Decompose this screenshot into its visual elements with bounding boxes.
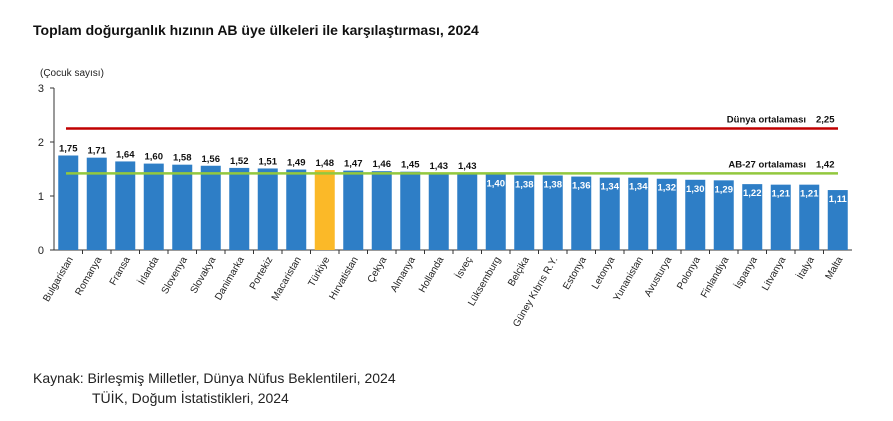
bar-19: [599, 177, 620, 250]
value-label: 1,51: [259, 156, 278, 167]
bar-16: [514, 175, 535, 250]
value-label: 1,48: [316, 158, 335, 169]
value-label: 1,75: [59, 144, 78, 155]
category-label: Macaristan: [270, 255, 304, 303]
bar-12: [400, 171, 421, 250]
bar-20: [628, 177, 649, 250]
bar-25: [770, 184, 791, 250]
bar-7: [257, 168, 278, 250]
y-tick-label: 2: [38, 137, 44, 149]
bar-10: [343, 170, 364, 250]
category-label: Almanya: [389, 255, 418, 295]
value-label: 1,47: [344, 159, 363, 170]
value-label: 1,58: [173, 153, 192, 164]
bar-1: [86, 157, 107, 250]
reference-line-value: 1,42: [816, 159, 835, 170]
category-label: İsveç: [452, 254, 475, 281]
category-label: Romanya: [73, 255, 104, 298]
category-label: Avusturya: [643, 255, 675, 299]
y-axis-title: (Çocuk sayısı): [40, 68, 104, 79]
category-label: Slovenya: [160, 255, 190, 297]
value-label: 1,21: [772, 189, 791, 200]
value-label: 1,36: [572, 181, 591, 192]
bars-layer: [58, 155, 848, 250]
bar-21: [656, 178, 677, 250]
category-label: İspanya: [731, 254, 760, 291]
reference-lines-layer: Dünya ortalaması 2,25 AB-27 ortalaması 1,42: [66, 115, 838, 175]
bar-6: [229, 167, 250, 250]
category-label: Portekiz: [248, 255, 276, 292]
source-line-2: TÜİK, Doğum İstatistikleri, 2024: [92, 390, 289, 406]
bar-5: [200, 165, 221, 250]
y-tick-label: 3: [38, 83, 44, 95]
value-label: 1,30: [686, 184, 705, 195]
category-label: Finlandiya: [699, 255, 732, 300]
category-label: Litvanya: [760, 255, 788, 293]
value-label: 1,32: [658, 183, 677, 194]
bar-23: [713, 180, 734, 250]
category-label: Letonya: [590, 255, 618, 292]
category-label: Estonya: [561, 255, 589, 292]
value-label: 1,49: [287, 158, 306, 169]
value-label: 1,52: [230, 156, 249, 167]
value-label: 1,21: [800, 189, 819, 200]
value-label: 1,38: [515, 179, 534, 190]
category-label: Malta: [824, 255, 846, 282]
value-label: 1,38: [544, 179, 563, 190]
bar-26: [799, 184, 820, 250]
bar-17: [542, 175, 563, 250]
value-label: 1,40: [487, 178, 506, 189]
value-label: 1,43: [458, 161, 477, 172]
value-label: 1,29: [715, 184, 734, 195]
category-label: Polonya: [675, 255, 703, 292]
category-label: İrlanda: [135, 254, 162, 287]
bar-0: [58, 155, 79, 250]
value-label: 1,34: [629, 182, 648, 193]
reference-line-label: Dünya ortalaması: [727, 115, 806, 126]
source-line-1: Birleşmiş Milletler, Dünya Nüfus Beklent…: [87, 370, 396, 386]
bar-2: [115, 161, 136, 250]
reference-line-value: 2,25: [816, 115, 835, 126]
value-label: 1,64: [116, 149, 135, 160]
category-label: Yunanistan: [612, 255, 646, 303]
category-label: Danimarka: [213, 255, 247, 303]
bar-15: [485, 174, 506, 250]
category-label: Hırvatistan: [327, 255, 360, 302]
bar-22: [685, 179, 706, 250]
category-label: Hollanda: [417, 255, 446, 295]
y-tick-label: 0: [38, 245, 44, 257]
chart-title: Toplam doğurganlık hızının AB üye ülkele…: [33, 22, 479, 38]
value-label: 1,22: [743, 188, 762, 199]
bar-18: [571, 176, 592, 250]
bar-24: [742, 184, 763, 250]
category-label: Bulgaristan: [41, 255, 76, 304]
category-label: İtalya: [794, 254, 817, 282]
y-tick-label: 1: [38, 191, 44, 203]
reference-line-label: AB-27 ortalaması: [728, 159, 806, 170]
value-label: 1,46: [373, 159, 392, 170]
source-note: Kaynak: Birleşmiş Milletler, Dünya Nüfus…: [33, 368, 396, 408]
value-label: 1,43: [430, 161, 449, 172]
category-label: Çekya: [366, 255, 390, 285]
category-label: Türkiye: [306, 255, 332, 289]
value-label: 1,71: [88, 146, 107, 157]
value-label: 1,45: [401, 160, 420, 171]
bar-27: [827, 190, 848, 250]
bar-13: [428, 172, 449, 250]
value-label: 1,11: [829, 194, 848, 205]
bar-9: [314, 170, 335, 250]
category-label: Fransa: [108, 255, 133, 288]
bar-14: [457, 172, 478, 250]
value-label: 1,34: [601, 182, 620, 193]
bar-8: [286, 169, 307, 250]
source-label: Kaynak:: [33, 370, 84, 386]
value-label: 1,56: [202, 154, 221, 165]
bar-4: [172, 164, 193, 250]
category-label: Slovakya: [189, 255, 219, 296]
value-label: 1,60: [145, 152, 164, 163]
category-label: Belçika: [506, 255, 532, 289]
bar-3: [143, 163, 164, 250]
bar-11: [371, 171, 392, 250]
